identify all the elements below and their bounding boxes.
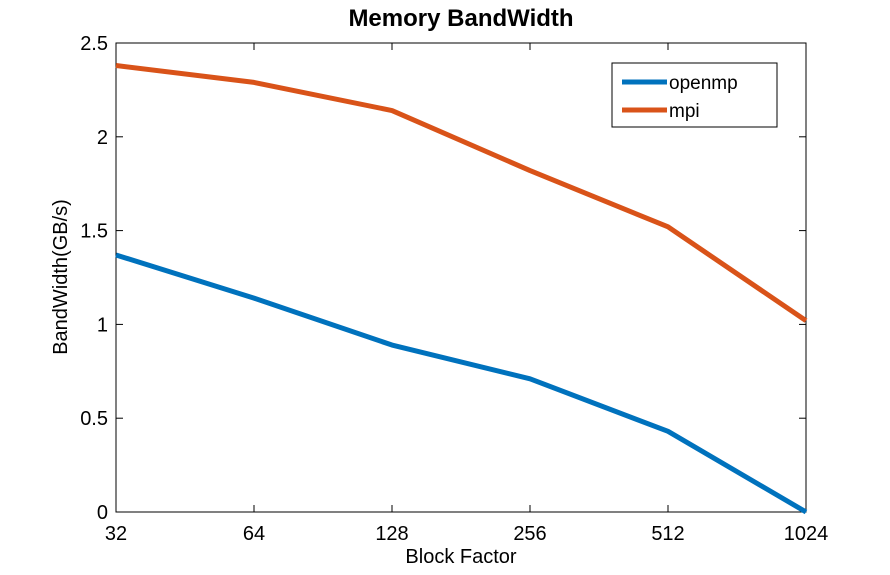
legend: openmp mpi xyxy=(611,62,778,128)
legend-label-openmp: openmp xyxy=(669,73,738,94)
y-tick-label: 0 xyxy=(97,502,108,524)
y-tick-label: 0.5 xyxy=(80,408,108,430)
legend-box xyxy=(611,62,778,128)
x-tick-label: 256 xyxy=(513,523,546,545)
y-tick-label: 2 xyxy=(97,127,108,149)
legend-label-mpi: mpi xyxy=(669,101,700,122)
y-tick-label: 1 xyxy=(97,314,108,336)
x-tick-label: 512 xyxy=(651,523,684,545)
x-tick-label: 64 xyxy=(243,523,265,545)
series-line-mpi xyxy=(115,63,808,323)
x-tick-label: 128 xyxy=(375,523,408,545)
y-axis-label: BandWidth(GB/s) xyxy=(50,199,72,355)
y-tick-label: 2.5 xyxy=(80,33,108,55)
y-tick-label: 1.5 xyxy=(80,221,108,243)
x-axis: 32 64 128 256 512 1024 xyxy=(105,43,828,545)
x-axis-label: Block Factor xyxy=(405,546,516,568)
series-layer xyxy=(115,63,808,515)
chart-title: Memory BandWidth xyxy=(348,5,573,32)
x-tick-label: 1024 xyxy=(784,523,829,545)
y-axis: 0 0.5 1 1.5 2 2.5 xyxy=(80,33,806,524)
x-tick-label: 32 xyxy=(105,523,127,545)
series-line-openmp xyxy=(115,252,808,515)
